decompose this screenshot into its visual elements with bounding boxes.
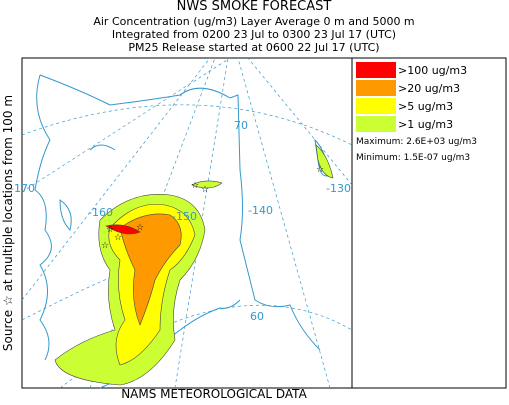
- map-label: 70: [234, 119, 248, 132]
- source-star: ☆: [101, 241, 109, 251]
- side-label: Source ☆ at multiple locations from 100 …: [1, 95, 15, 351]
- map-label: -150: [172, 210, 197, 223]
- legend-minimum: Minimum: 1.5E-07 ug/m3: [356, 153, 470, 163]
- source-star: ☆: [191, 181, 199, 191]
- source-star: ☆: [114, 233, 122, 243]
- plume-contour: [191, 180, 223, 189]
- legend-label: >1 ug/m3: [398, 118, 453, 131]
- legend-label: >20 ug/m3: [398, 82, 460, 95]
- smoke-plume: [54, 144, 334, 386]
- map-label: 60: [250, 310, 264, 323]
- legend-label: >100 ug/m3: [398, 64, 467, 77]
- legend-swatch: [356, 98, 396, 114]
- source-star: ☆: [316, 165, 324, 175]
- title: NWS SMOKE FORECAST: [177, 0, 332, 14]
- source-star: ☆: [136, 223, 144, 233]
- source-star: ☆: [106, 225, 114, 235]
- subtitle: Integrated from 0200 23 Jul to 0300 23 J…: [112, 28, 396, 41]
- subtitle: PM25 Release started at 0600 22 Jul 17 (…: [128, 41, 379, 54]
- subtitle: Air Concentration (ug/m3) Layer Average …: [93, 15, 414, 28]
- legend: >100 ug/m3 >20 ug/m3 >5 ug/m3 >1 ug/m3: [356, 62, 467, 132]
- plume-contour: [119, 213, 182, 326]
- legend-maximum: Maximum: 2.6E+03 ug/m3: [356, 137, 477, 147]
- plume-contour: [105, 224, 141, 235]
- legend-swatch: [356, 80, 396, 96]
- map-label: -170: [10, 182, 35, 195]
- map-label: -160: [88, 206, 113, 219]
- legend-label: >5 ug/m3: [398, 100, 453, 113]
- legend-swatch: [356, 116, 396, 132]
- footer: NAMS METEOROLOGICAL DATA: [121, 387, 307, 401]
- map-label: -130: [326, 182, 351, 195]
- legend-swatch: [356, 62, 396, 78]
- map-label: -140: [248, 204, 273, 217]
- source-star: ☆: [201, 185, 209, 195]
- plume-contour: [315, 144, 334, 179]
